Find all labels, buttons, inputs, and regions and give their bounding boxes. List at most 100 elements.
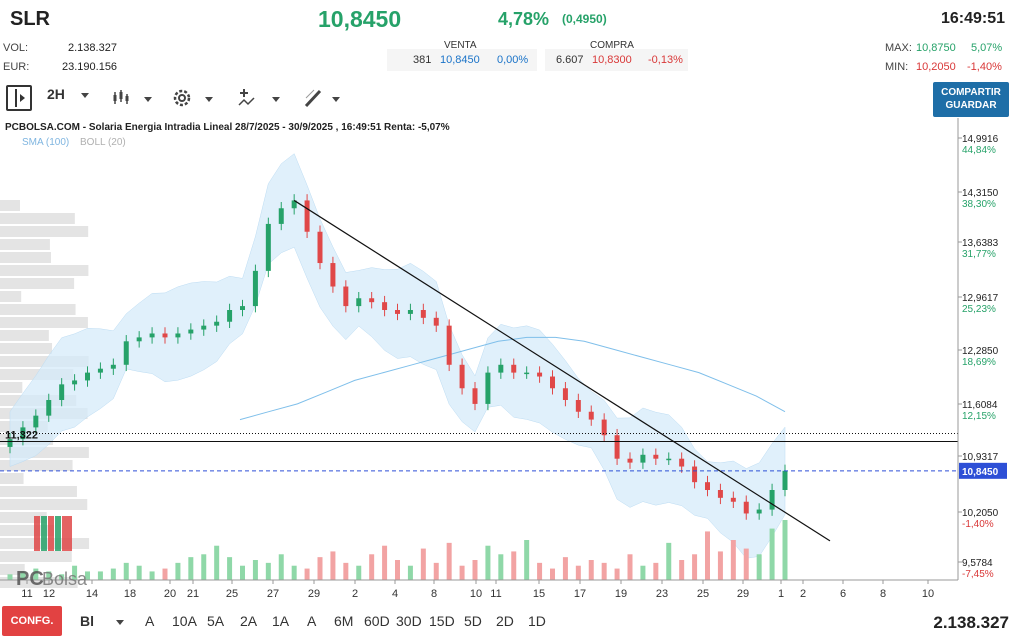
candle-body <box>537 372 543 377</box>
time-tick-label: 14 <box>86 588 98 600</box>
range-button-60d[interactable]: 60D <box>364 613 390 629</box>
candle-body <box>201 325 207 330</box>
candle-body <box>575 400 581 412</box>
chevron-down-icon <box>272 97 280 102</box>
share-save-button[interactable]: COMPARTIR GUARDAR <box>933 82 1009 117</box>
volume-profile-bar <box>0 239 50 250</box>
range-button-a[interactable]: A <box>145 613 155 629</box>
chevron-down-icon <box>205 97 213 102</box>
percent-tick-label: 31,77% <box>962 249 996 260</box>
time-tick-label: 1 <box>778 588 784 600</box>
percent-tick-label: 12,15% <box>962 411 996 422</box>
range-button-2d[interactable]: 2D <box>496 613 514 629</box>
candle-body <box>588 411 594 420</box>
current-price-badge <box>959 462 1007 479</box>
indicators-button[interactable] <box>236 86 286 115</box>
time-tick-label: 23 <box>656 588 668 600</box>
chevron-down-icon <box>144 97 152 102</box>
percent-tick-label: -7,45% <box>962 569 994 580</box>
volume-bar <box>291 565 297 580</box>
volume-bar <box>175 562 181 580</box>
compra-pct: -0,13% <box>648 54 683 66</box>
candle-body <box>278 208 284 224</box>
time-tick-label: 11 <box>21 588 32 600</box>
watermark-logo: PC Bolsa <box>16 516 88 590</box>
time-tick-label: 15 <box>533 588 545 600</box>
range-button-5a[interactable]: 5A <box>207 613 225 629</box>
volume-bar <box>627 554 633 580</box>
last-price: 10,8450 <box>318 6 402 32</box>
legend-sma[interactable]: SMA (100) <box>22 137 70 148</box>
volume-profile-bar <box>0 226 89 237</box>
price-tick-label: 12,9617 <box>962 293 999 304</box>
candle-body <box>46 400 52 416</box>
candle-body <box>679 458 685 467</box>
time-tick-label: 19 <box>615 588 627 600</box>
volume-bar <box>149 571 155 580</box>
vol-label: VOL: <box>3 42 29 54</box>
volume-bar <box>304 568 310 580</box>
volume-bar <box>407 565 413 580</box>
range-button-5d[interactable]: 5D <box>464 613 482 629</box>
candle-body <box>692 466 698 483</box>
config-button[interactable]: CONFG. <box>2 606 62 636</box>
price-tick-label: 10,2050 <box>962 508 999 519</box>
volume-bar <box>692 554 698 580</box>
candle-body <box>640 454 646 463</box>
time-tick-label: 2 <box>352 588 358 600</box>
range-button-a[interactable]: A <box>307 613 317 629</box>
volume-profile-bar <box>0 382 23 393</box>
volume-profile-bar <box>0 447 89 458</box>
chart-type-button[interactable] <box>112 88 160 113</box>
range-button-1a[interactable]: 1A <box>272 613 290 629</box>
candle-body <box>511 364 517 373</box>
settings-button[interactable] <box>170 86 220 115</box>
drawing-tools-button[interactable] <box>302 86 348 115</box>
candle-body <box>214 321 220 326</box>
range-button-15d[interactable]: 15D <box>429 613 455 629</box>
time-tick-label: 21 <box>187 588 199 600</box>
volume-bar <box>330 551 336 580</box>
candle-body <box>653 454 659 459</box>
candle-body <box>627 458 633 463</box>
volume-bar <box>46 571 52 580</box>
volume-bar <box>730 540 736 580</box>
sidebar-toggle-button[interactable] <box>6 85 32 111</box>
range-button-10a[interactable]: 10A <box>172 613 197 629</box>
candle-body <box>59 384 65 400</box>
range-button-6m[interactable]: 6M <box>334 613 354 629</box>
interval-value: 2H <box>47 86 65 102</box>
range-button-2a[interactable]: 2A <box>240 613 258 629</box>
volume-bar <box>356 565 362 580</box>
candle-body <box>227 310 233 322</box>
volume-bar <box>123 562 129 580</box>
volume-bar <box>201 554 207 580</box>
legend-boll[interactable]: BOLL (20) <box>80 137 126 148</box>
time-tick-label: 17 <box>574 588 586 600</box>
share-label: COMPARTIR <box>941 87 1001 98</box>
volume-bar <box>188 557 194 580</box>
volume-bar <box>666 542 672 580</box>
interval-select[interactable]: 2H <box>47 86 89 102</box>
current-price-label: 10,8450 <box>962 467 999 478</box>
candle-body <box>485 372 491 404</box>
symbol: SLR <box>10 8 50 30</box>
time-tick-label: 4 <box>392 588 398 600</box>
change-absolute: (0,4950) <box>562 12 607 26</box>
trendline <box>293 199 831 542</box>
volume-bar <box>265 562 271 580</box>
volume-bar <box>498 554 504 580</box>
volume-bar <box>524 540 530 580</box>
range-button-30d[interactable]: 30D <box>396 613 422 629</box>
candle-body <box>20 427 26 440</box>
pencil-icon <box>304 89 322 108</box>
candle-body <box>705 482 710 490</box>
chart-type-select[interactable]: Bl <box>80 613 124 629</box>
candles <box>7 194 788 520</box>
volume-bar <box>756 554 762 580</box>
percent-tick-label: -1,40% <box>962 519 994 530</box>
time-tick-label: 29 <box>737 588 749 600</box>
time-tick-label: 10 <box>922 588 934 600</box>
range-button-1d[interactable]: 1D <box>528 613 546 629</box>
